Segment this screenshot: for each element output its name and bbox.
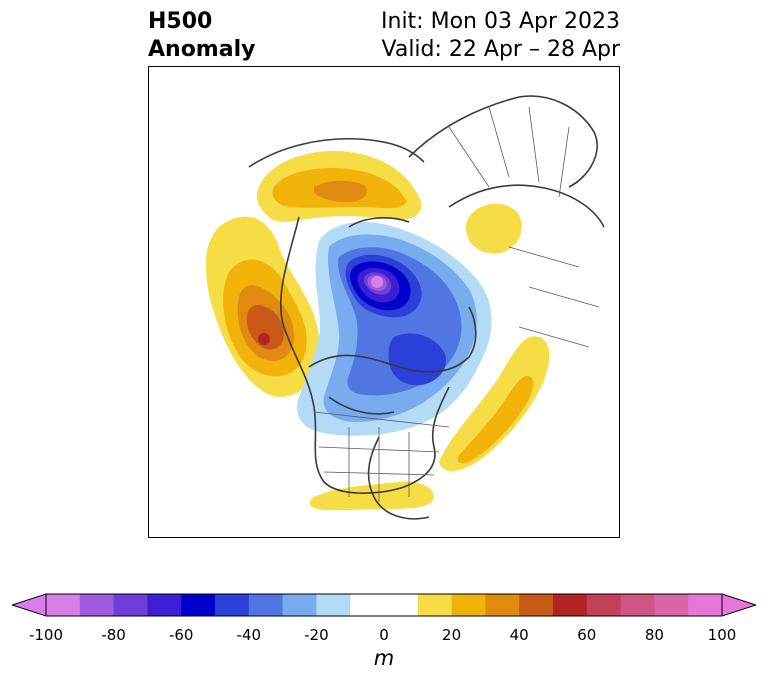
- colorbar-bin: [350, 594, 385, 616]
- negative-anomaly-arctic: [297, 222, 492, 436]
- colorbar-tick-label: 20: [442, 626, 462, 644]
- positive-anomaly-atlantic: [439, 336, 550, 472]
- colorbar: [12, 593, 756, 617]
- political-borders: [313, 106, 600, 502]
- colorbar-bin: [316, 594, 351, 616]
- colorbar-bin: [181, 594, 216, 616]
- anomaly-map: [205, 95, 605, 520]
- colorbar-tick-label: -100: [28, 626, 64, 644]
- colorbar-under-extension: [12, 593, 47, 617]
- colorbar-over-extension: [721, 593, 756, 617]
- colorbar-bin: [519, 594, 554, 616]
- map-panel: [148, 66, 620, 538]
- colorbar-unit-label: m: [373, 646, 395, 670]
- colorbar-bin: [384, 594, 419, 616]
- colorbar-tick-label: 60: [577, 626, 597, 644]
- coastlines: [248, 95, 605, 520]
- colorbar-bin: [451, 594, 486, 616]
- colorbar-tick-label: -60: [168, 626, 194, 644]
- colorbar-outline: [45, 593, 723, 617]
- colorbar-tick-label: -20: [304, 626, 329, 644]
- colorbar-bin: [620, 594, 655, 616]
- positive-anomaly-siberia: [257, 151, 422, 222]
- positive-anomaly-alaska: [205, 216, 320, 397]
- colorbar-tick-label: -40: [236, 626, 262, 644]
- colorbar-bin: [688, 594, 723, 616]
- colorbar-tick-label: 80: [644, 626, 664, 644]
- colorbar-bin: [147, 594, 182, 616]
- colorbar-tick-label: -80: [101, 626, 126, 644]
- colorbar-bin: [654, 594, 689, 616]
- title-right: Init: Mon 03 Apr 2023 Valid: 22 Apr – 28…: [381, 8, 620, 64]
- colorbar-tick-label: 0: [379, 626, 389, 644]
- positive-anomaly-russia: [465, 203, 522, 254]
- valid-range: Valid: 22 Apr – 28 Apr: [381, 37, 621, 62]
- colorbar-bin: [282, 594, 317, 616]
- colorbar-bin: [215, 594, 250, 616]
- init-time: Init: Mon 03 Apr 2023: [381, 9, 620, 34]
- title-field: Anomaly: [148, 37, 256, 62]
- colorbar-bin: [248, 594, 284, 616]
- colorbar-bin: [46, 594, 81, 616]
- colorbar-bin: [113, 594, 148, 616]
- colorbar-bin: [553, 594, 588, 616]
- title-variable: H500: [148, 9, 213, 34]
- colorbar-tick-label: 100: [707, 626, 737, 644]
- colorbar-bin: [485, 594, 520, 616]
- colorbar-tick-label: 40: [509, 626, 529, 644]
- colorbar-bin: [586, 594, 622, 616]
- positive-anomaly-se-us: [309, 481, 434, 511]
- colorbar-bin: [417, 594, 453, 616]
- colorbar-bin: [79, 594, 115, 616]
- title-left: H500 Anomaly: [148, 8, 255, 64]
